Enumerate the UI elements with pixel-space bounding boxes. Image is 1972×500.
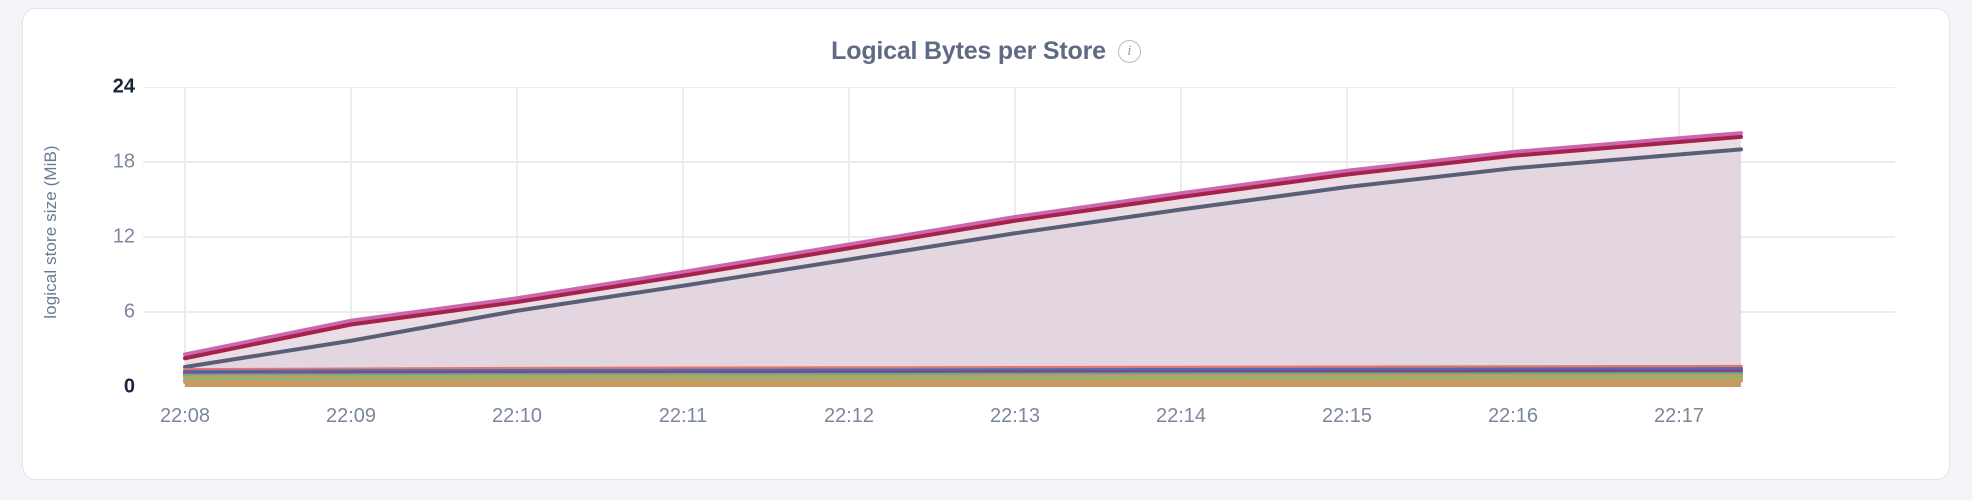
y-axis-title-text: logical store size (MiB) — [41, 145, 60, 319]
x-tick-label: 22:14 — [1155, 405, 1207, 427]
x-tick-label: 22:12 — [823, 405, 875, 427]
chart-area: logical store size (MiB) 0 6 12 18 24 22:08 2… — [23, 76, 1951, 427]
x-tick-label: 22:10 — [491, 405, 543, 427]
x-tick-label: 22:16 — [1487, 405, 1539, 427]
x-tick-label: 22:17 — [1653, 405, 1705, 427]
x-tick-label: 22:11 — [658, 405, 708, 427]
page-title: Logical Bytes per Store — [831, 37, 1106, 65]
series-line[interactable] — [183, 131, 1743, 357]
series-line[interactable] — [183, 378, 1743, 384]
x-tick-label: 22:15 — [1321, 405, 1373, 427]
y-axis-title: logical store size (MiB) — [41, 0, 63, 318]
y-axis-ticks: 0 6 12 18 24 — [63, 76, 135, 398]
y-tick-label: 12 — [112, 225, 135, 248]
y-tick-label: 0 — [123, 375, 135, 398]
plot-canvas[interactable] — [143, 87, 1895, 387]
chart-card: Logical Bytes per Store i logical store … — [22, 8, 1950, 480]
series-line[interactable] — [183, 367, 1743, 374]
series-line[interactable] — [183, 376, 1743, 382]
x-tick-label: 22:09 — [325, 405, 377, 427]
card-header: Logical Bytes per Store i — [23, 37, 1949, 66]
series-line[interactable] — [183, 364, 1743, 373]
y-tick-label: 6 — [123, 300, 135, 323]
series-line[interactable] — [183, 147, 1743, 369]
series-line[interactable] — [183, 134, 1743, 361]
y-tick-label: 24 — [112, 75, 135, 98]
info-circle-icon[interactable]: i — [1117, 40, 1141, 63]
x-tick-label: 22:08 — [159, 405, 211, 427]
y-tick-label: 18 — [112, 150, 135, 173]
series-line[interactable] — [183, 373, 1743, 380]
series-area — [185, 149, 1741, 387]
x-axis-ticks: 22:08 22:09 22:10 22:11 22:12 22:13 22:14 22:15… — [143, 87, 1895, 457]
chart-svg — [143, 87, 1895, 387]
x-tick-label: 22:13 — [989, 405, 1041, 427]
